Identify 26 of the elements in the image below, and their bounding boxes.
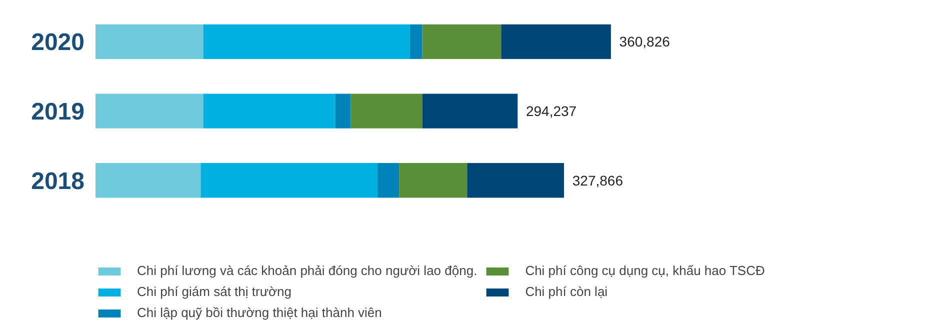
legend-label: Chi lập quỹ bồi thường thiệt hại thành viên	[137, 305, 382, 320]
annotation: 360,826	[619, 34, 670, 50]
legend-label: Chi phí công cụ dụng cụ, khấu hao TSCĐ	[525, 263, 765, 278]
y-tick-label: 2018	[31, 168, 84, 195]
bar	[399, 163, 468, 198]
annotation: 294,237	[526, 103, 577, 120]
bar	[96, 94, 204, 128]
bar	[467, 163, 564, 198]
bar	[422, 94, 518, 128]
bar	[200, 163, 378, 198]
legend-label: Chi phí giám sát thị trường	[137, 284, 292, 299]
bar	[422, 24, 502, 60]
annotation: 327,866	[572, 172, 624, 188]
bar	[501, 24, 611, 60]
bar	[96, 163, 201, 198]
legend-label: Chi phí còn lại	[525, 284, 608, 299]
y-tick-label: 2020	[31, 29, 84, 56]
bar	[203, 24, 410, 60]
bar	[410, 24, 422, 60]
bar	[377, 163, 400, 198]
bar	[96, 24, 204, 60]
legend-label: Chi phí lương và các khoản phải đóng cho người lao động.	[137, 263, 478, 278]
bar	[335, 94, 351, 128]
bar	[203, 94, 336, 128]
bar	[350, 94, 422, 128]
y-tick-label: 2019	[31, 98, 84, 126]
